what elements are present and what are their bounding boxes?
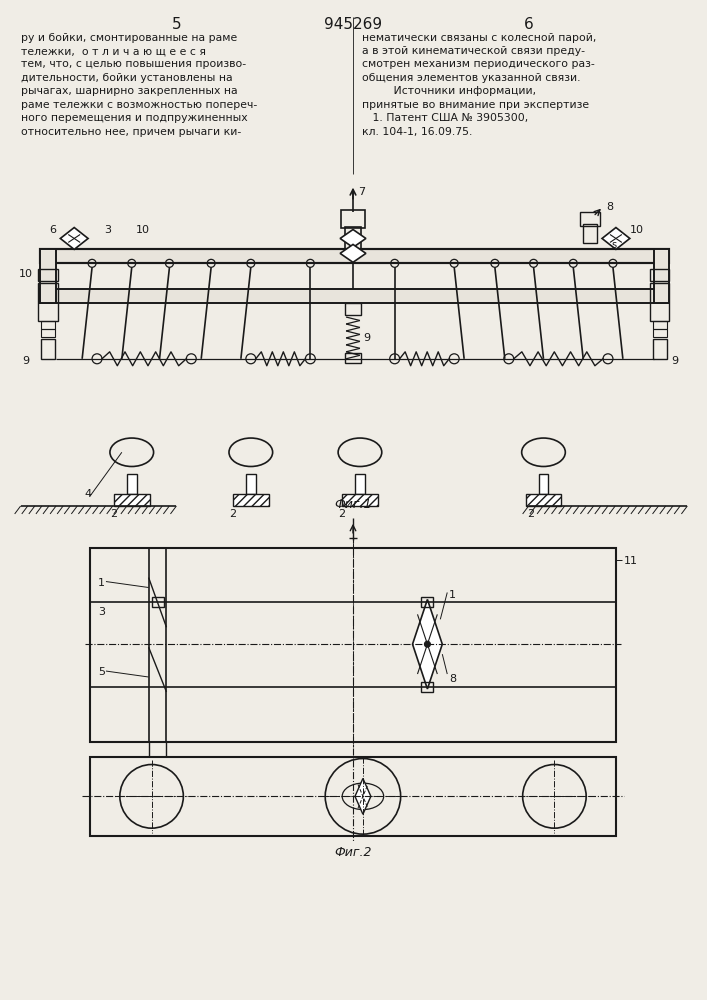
Bar <box>40 249 670 263</box>
Text: 9: 9 <box>672 356 679 366</box>
Bar <box>342 494 378 506</box>
Text: 3: 3 <box>104 225 111 235</box>
Text: дительности, бойки установлены на: дительности, бойки установлены на <box>21 73 233 83</box>
Bar <box>653 321 667 329</box>
Text: Фиг.1: Фиг.1 <box>334 498 372 511</box>
Bar <box>148 548 166 742</box>
Bar <box>151 597 163 607</box>
Bar <box>580 212 600 226</box>
Text: 4: 4 <box>84 489 91 499</box>
Bar <box>38 269 59 281</box>
Bar <box>355 474 365 494</box>
Bar <box>650 269 670 281</box>
Text: 945269: 945269 <box>324 17 382 32</box>
Text: 8: 8 <box>606 202 613 212</box>
Bar <box>114 494 150 506</box>
Text: ного перемещения и подпружиненных: ного перемещения и подпружиненных <box>21 113 247 123</box>
Text: рычагах, шарнирно закрепленных на: рычагах, шарнирно закрепленных на <box>21 86 238 96</box>
Polygon shape <box>340 230 366 247</box>
Bar <box>127 474 136 494</box>
Text: 1: 1 <box>449 589 456 599</box>
Bar <box>421 597 433 607</box>
Bar <box>42 339 55 359</box>
Text: 11: 11 <box>624 556 638 566</box>
Polygon shape <box>60 228 88 249</box>
Bar <box>345 353 361 363</box>
Bar <box>654 249 670 303</box>
Text: кл. 104-1, 16.09.75.: кл. 104-1, 16.09.75. <box>362 127 472 137</box>
Bar <box>38 283 59 321</box>
Bar <box>40 249 670 263</box>
Text: Фиг.2: Фиг.2 <box>334 846 372 859</box>
Polygon shape <box>355 778 371 814</box>
Text: 7: 7 <box>358 187 365 197</box>
Text: s: s <box>611 240 616 250</box>
Text: 2: 2 <box>110 509 117 519</box>
Text: 6: 6 <box>49 225 56 235</box>
Bar <box>654 249 670 303</box>
Text: 2: 2 <box>527 509 534 519</box>
Text: общения элементов указанной связи.: общения элементов указанной связи. <box>362 73 580 83</box>
Text: тем, что, с целью повышения произво-: тем, что, с целью повышения произво- <box>21 59 246 69</box>
Bar <box>583 224 597 243</box>
Text: 3: 3 <box>98 607 105 617</box>
Text: 9: 9 <box>363 333 370 343</box>
Bar <box>42 329 55 337</box>
Bar <box>90 757 616 836</box>
Text: 5: 5 <box>98 667 105 677</box>
Bar <box>653 339 667 359</box>
Text: 2: 2 <box>229 509 236 519</box>
Text: 2: 2 <box>338 509 345 519</box>
Bar <box>40 289 670 303</box>
Text: принятые во внимание при экспертизе: принятые во внимание при экспертизе <box>362 100 589 110</box>
Bar <box>650 283 670 321</box>
Bar <box>341 210 365 228</box>
Bar <box>539 474 549 494</box>
Text: нематически связаны с колесной парой,: нематически связаны с колесной парой, <box>362 33 596 43</box>
Bar <box>40 249 57 303</box>
Text: смотрен механизм периодического раз-: смотрен механизм периодического раз- <box>362 59 595 69</box>
Bar <box>345 303 361 315</box>
Text: раме тележки с возможностью попереч-: раме тележки с возможностью попереч- <box>21 100 257 110</box>
Bar <box>421 682 433 692</box>
Text: а в этой кинематической связи преду-: а в этой кинематической связи преду- <box>362 46 585 56</box>
Text: 10: 10 <box>630 225 644 235</box>
Bar <box>40 289 670 303</box>
Bar <box>525 494 561 506</box>
Text: 10: 10 <box>18 269 33 279</box>
Text: 9: 9 <box>23 356 30 366</box>
Polygon shape <box>602 228 630 249</box>
Bar <box>40 249 57 303</box>
Bar <box>345 227 361 251</box>
Text: 1. Патент США № 3905300,: 1. Патент США № 3905300, <box>362 113 528 123</box>
Bar <box>246 474 256 494</box>
Text: ру и бойки, смонтированные на раме: ру и бойки, смонтированные на раме <box>21 33 237 43</box>
Text: 10: 10 <box>136 225 150 235</box>
Circle shape <box>424 641 431 647</box>
Text: 1: 1 <box>98 578 105 588</box>
Text: 5: 5 <box>172 17 181 32</box>
Text: 8: 8 <box>449 674 456 684</box>
Text: Источники информации,: Источники информации, <box>362 86 536 96</box>
Bar <box>90 548 616 742</box>
Text: относительно нее, причем рычаги ки-: относительно нее, причем рычаги ки- <box>21 127 241 137</box>
Bar <box>233 494 269 506</box>
Polygon shape <box>340 244 366 262</box>
Text: тележки,  о т л и ч а ю щ е е с я: тележки, о т л и ч а ю щ е е с я <box>21 46 206 56</box>
Text: 6: 6 <box>524 17 534 32</box>
Bar <box>42 321 55 329</box>
Bar <box>653 329 667 337</box>
Polygon shape <box>412 599 443 689</box>
